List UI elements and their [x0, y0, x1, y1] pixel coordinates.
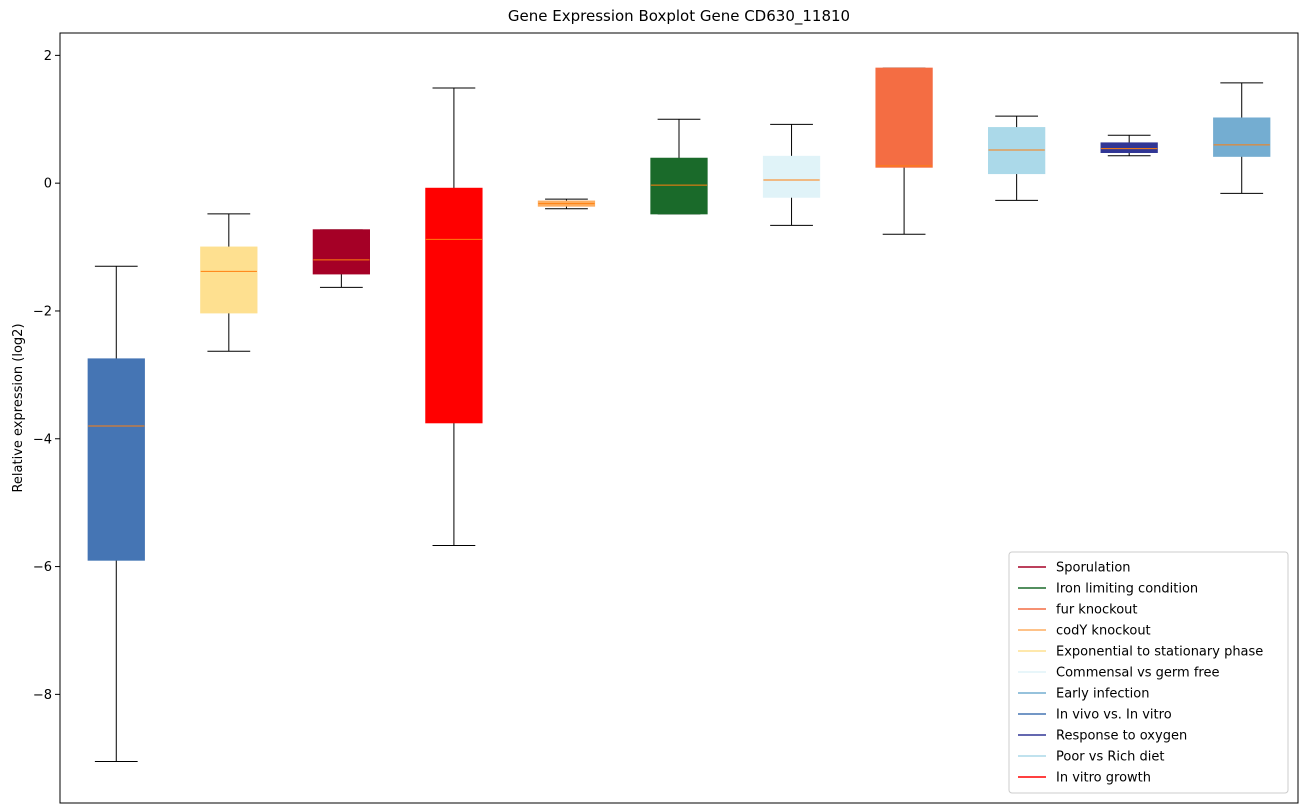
box-iqr: [312, 229, 370, 275]
legend-label: Sporulation: [1056, 561, 1131, 576]
box-group: [312, 229, 370, 288]
plot-frame: [59, 32, 1299, 804]
box-group: [762, 123, 821, 226]
box-iqr: [988, 127, 1046, 175]
y-axis: 2 0 −2 −4 −6 −8: [33, 49, 60, 703]
box-iqr: [87, 358, 145, 561]
legend-label: Iron limiting condition: [1056, 582, 1198, 597]
legend-entry: fur knockout: [1018, 603, 1138, 618]
legend-label: fur knockout: [1056, 603, 1138, 618]
y-tick-label: −2: [33, 304, 52, 319]
box-iqr: [200, 246, 258, 314]
box-group: [988, 115, 1046, 201]
legend-entry: In vitro growth: [1018, 771, 1151, 786]
box-group: [1100, 134, 1158, 157]
legend-label: In vivo vs. In vitro: [1056, 708, 1172, 723]
chart-title: Gene Expression Boxplot Gene CD630_11810: [508, 7, 850, 26]
box-iqr: [875, 67, 933, 168]
legend-entry: Response to oxygen: [1018, 729, 1187, 744]
legend-entry: Exponential to stationary phase: [1018, 645, 1263, 660]
y-tick-label: −4: [33, 432, 52, 447]
legend-box: [1008, 551, 1289, 794]
legend-label: codY knockout: [1056, 624, 1151, 639]
y-tick-label: 2: [44, 49, 52, 64]
boxes-layer: [87, 67, 1271, 762]
box-iqr: [762, 155, 821, 198]
legend-entry: Early infection: [1018, 687, 1149, 702]
box-group: [200, 213, 258, 352]
legend-entry: Sporulation: [1018, 561, 1131, 576]
y-tick-label: −8: [33, 688, 52, 703]
y-tick-label: 0: [44, 177, 52, 192]
box-group: [425, 87, 483, 546]
box-group: [537, 198, 596, 210]
box-group: [1213, 82, 1271, 194]
y-axis-label: Relative expression (log2): [11, 323, 26, 492]
legend-entry: codY knockout: [1018, 624, 1151, 639]
legend-entry: Poor vs Rich diet: [1018, 750, 1164, 765]
legend-label: Commensal vs germ free: [1056, 666, 1219, 681]
box-group: [875, 67, 933, 235]
legend-label: Exponential to stationary phase: [1056, 645, 1263, 660]
legend-label: Response to oxygen: [1056, 729, 1187, 744]
legend-label: Early infection: [1056, 687, 1149, 702]
legend: Sporulation Iron limiting condition fur kn…: [1008, 551, 1289, 794]
legend-label: Poor vs Rich diet: [1056, 750, 1164, 765]
legend-entry: Iron limiting condition: [1018, 582, 1198, 597]
box-iqr: [1100, 142, 1158, 153]
legend-label: In vitro growth: [1056, 771, 1151, 786]
box-group: [650, 118, 708, 215]
legend-entry: In vivo vs. In vitro: [1018, 708, 1172, 723]
box-iqr: [425, 187, 483, 424]
box-group: [87, 265, 145, 762]
legend-entry: Commensal vs germ free: [1018, 666, 1219, 681]
box-iqr: [1213, 117, 1271, 157]
box-iqr: [650, 157, 708, 215]
y-tick-label: −6: [33, 560, 52, 575]
